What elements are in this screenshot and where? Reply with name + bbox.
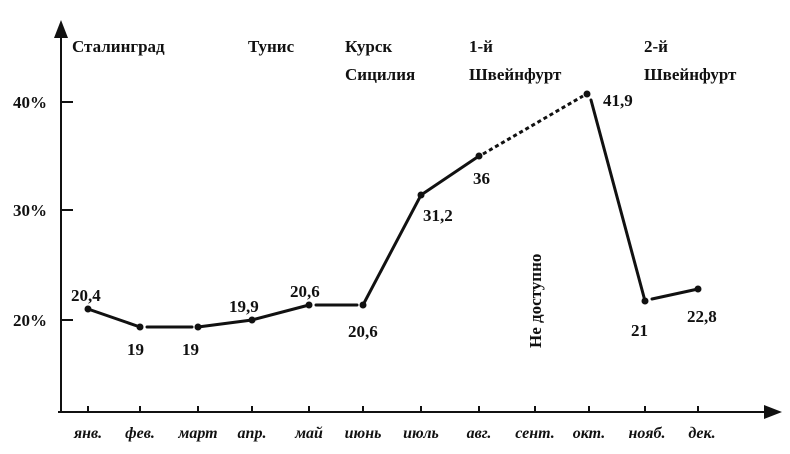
y-tick-label-40: 40% xyxy=(13,93,47,112)
x-tick-label: окт. xyxy=(572,425,606,442)
x-tick-label: апр. xyxy=(237,425,267,442)
value-label: 31,2 xyxy=(423,206,453,225)
value-label: 19 xyxy=(127,340,144,359)
x-tick-label: июль xyxy=(403,425,439,442)
event-label-stalingrad: Сталинград xyxy=(72,37,165,56)
x-tick-label: авг. xyxy=(466,425,492,442)
value-label: 19 xyxy=(182,340,199,359)
y-tick-label-20: 20% xyxy=(13,311,47,330)
x-ticks xyxy=(87,406,699,412)
value-label: 20,4 xyxy=(71,286,101,305)
event-label-kursk: Курск xyxy=(345,37,393,56)
event-label-first: 1-й xyxy=(469,37,493,56)
x-tick-label: март xyxy=(178,425,218,442)
x-tick-label: сент. xyxy=(515,425,555,442)
x-tick-label: янв. xyxy=(73,425,103,442)
y-ticks xyxy=(61,101,73,321)
y-axis-arrow-icon xyxy=(54,20,68,38)
unavailable-label: Не доступно xyxy=(526,253,545,348)
y-tick-label-30: 30% xyxy=(13,201,47,220)
event-label-tunis: Тунис xyxy=(248,37,295,56)
x-tick-label: май xyxy=(295,425,323,442)
x-axis-arrow-icon xyxy=(764,405,782,419)
value-label: 41,9 xyxy=(603,91,633,110)
event-label-schweinfurt-1: Швейнфурт xyxy=(469,65,562,84)
value-label: 20,6 xyxy=(348,322,378,341)
series-dashed-line xyxy=(482,94,584,156)
event-label-second: 2-й xyxy=(644,37,668,56)
value-label: 22,8 xyxy=(687,307,717,326)
x-tick-label: июнь xyxy=(344,425,382,442)
value-label: 21 xyxy=(631,321,648,340)
value-label: 36 xyxy=(473,169,490,188)
x-tick-label: дек. xyxy=(688,425,716,442)
x-tick-label: фев. xyxy=(125,425,155,442)
data-points xyxy=(84,90,702,331)
value-label: 19,9 xyxy=(229,297,259,316)
value-label: 20,6 xyxy=(290,282,320,301)
series-line xyxy=(86,98,700,329)
event-label-sicily: Сицилия xyxy=(345,65,416,84)
event-label-schweinfurt-2: Швейнфурт xyxy=(644,65,737,84)
x-tick-label: нояб. xyxy=(628,425,666,442)
